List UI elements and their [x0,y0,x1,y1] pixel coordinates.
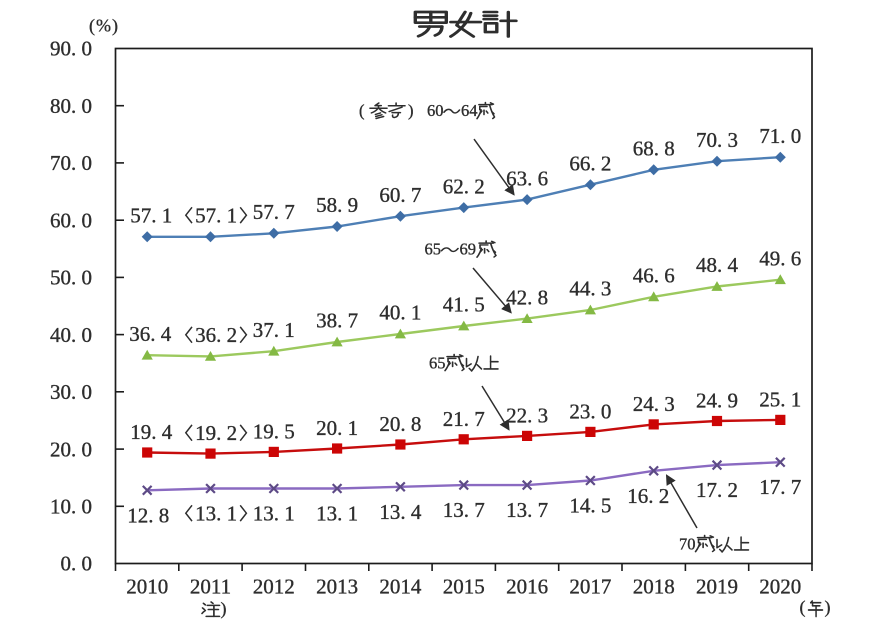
svg-text:37. 1: 37. 1 [253,318,295,342]
svg-text:30. 0: 30. 0 [50,380,92,404]
svg-text:62. 2: 62. 2 [443,174,485,198]
svg-text:49. 6: 49. 6 [759,246,801,270]
svg-text:2019: 2019 [696,575,738,599]
svg-text:20. 1: 20. 1 [316,416,358,440]
svg-text:20. 0: 20. 0 [50,437,92,461]
svg-text:12. 8: 12. 8 [127,503,169,527]
svg-text:70. 0: 70. 0 [50,151,92,175]
svg-text:50. 0: 50. 0 [50,266,92,290]
svg-text:): ) [825,597,831,618]
svg-text:57. 7: 57. 7 [253,200,295,224]
svg-text:2012: 2012 [253,575,295,599]
svg-text:13. 1: 13. 1 [253,502,295,526]
svg-text:2016: 2016 [506,575,548,599]
svg-text:57. 1: 57. 1 [130,204,172,228]
svg-text:(: ( [359,101,365,120]
svg-text:40. 1: 40. 1 [379,301,421,325]
svg-text:80. 0: 80. 0 [50,94,92,118]
svg-text:58. 9: 58. 9 [316,193,358,217]
svg-text:0. 0: 0. 0 [61,552,93,576]
svg-text:2020: 2020 [759,575,801,599]
svg-text:63. 6: 63. 6 [506,166,548,190]
svg-text:2011: 2011 [190,575,231,599]
svg-text:2010: 2010 [126,575,168,599]
svg-text:20. 8: 20. 8 [379,412,421,436]
svg-text:13. 7: 13. 7 [443,498,485,522]
svg-text:19. 4: 19. 4 [130,420,173,444]
svg-text:64: 64 [461,101,478,120]
svg-text:23. 0: 23. 0 [569,399,611,423]
svg-text:66. 2: 66. 2 [569,151,611,175]
svg-text:65: 65 [429,354,446,373]
svg-text:70. 3: 70. 3 [696,128,738,152]
svg-text:60: 60 [427,101,444,120]
svg-text:(%): (%) [89,15,119,36]
svg-text:2017: 2017 [569,575,611,599]
svg-text:36. 2: 36. 2 [195,323,237,347]
svg-text:40. 0: 40. 0 [50,323,92,347]
svg-text:(: ( [800,597,806,618]
svg-text:19. 2: 19. 2 [195,421,237,445]
svg-text:36. 4: 36. 4 [129,322,172,346]
svg-text:10. 0: 10. 0 [50,495,92,519]
svg-text:2013: 2013 [316,575,358,599]
svg-text:60. 0: 60. 0 [50,208,92,232]
svg-text:13. 4: 13. 4 [379,500,422,524]
svg-text:24. 9: 24. 9 [696,389,738,413]
svg-text:46. 6: 46. 6 [633,264,675,288]
svg-text:57. 1: 57. 1 [195,204,237,228]
svg-text:14. 5: 14. 5 [569,494,611,518]
svg-text:25. 1: 25. 1 [759,387,801,411]
svg-text:70: 70 [679,535,696,554]
svg-text:19. 5: 19. 5 [253,419,295,443]
svg-text:68. 8: 68. 8 [633,137,675,161]
svg-text:90. 0: 90. 0 [50,37,92,61]
svg-text:24. 3: 24. 3 [633,392,675,416]
svg-text:71. 0: 71. 0 [759,124,801,148]
svg-text:13. 1: 13. 1 [195,502,237,526]
svg-text:2015: 2015 [443,575,485,599]
svg-text:16. 2: 16. 2 [627,484,669,508]
svg-text:17. 7: 17. 7 [759,475,801,499]
svg-text:42. 8: 42. 8 [506,285,548,309]
svg-text:48. 4: 48. 4 [696,253,739,277]
svg-text:13. 7: 13. 7 [506,498,548,522]
svg-text:41. 5: 41. 5 [443,293,485,317]
svg-text:2018: 2018 [633,575,675,599]
svg-text:44. 3: 44. 3 [569,277,611,301]
svg-text:13. 1: 13. 1 [316,502,358,526]
svg-text:60. 7: 60. 7 [379,183,421,207]
svg-text:22. 3: 22. 3 [506,403,548,427]
svg-text:2014: 2014 [379,575,422,599]
svg-text:38. 7: 38. 7 [316,309,358,333]
svg-text:65: 65 [425,240,442,259]
svg-text:): ) [408,101,414,120]
svg-text:69: 69 [460,240,477,259]
svg-text:): ) [221,599,227,620]
svg-text:17. 2: 17. 2 [696,478,738,502]
svg-text:21. 7: 21. 7 [443,407,485,431]
